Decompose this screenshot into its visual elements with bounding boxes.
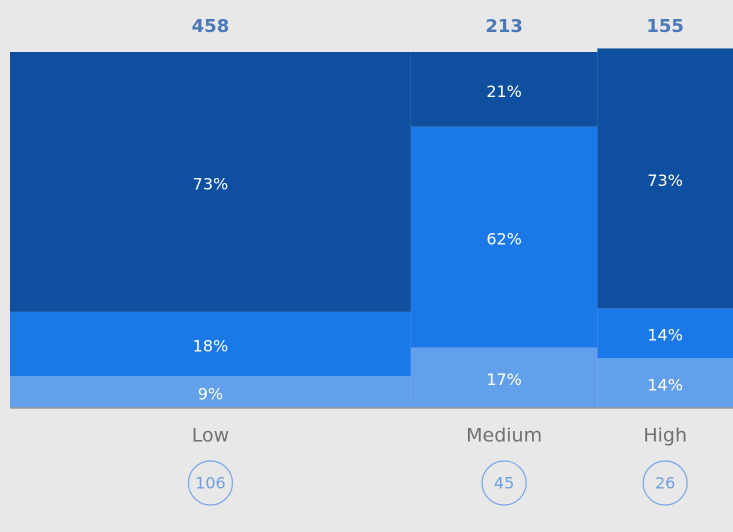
column-total: 155 xyxy=(646,16,684,37)
value-label: 17% xyxy=(486,370,522,389)
count-circle xyxy=(187,460,234,506)
value-label: 21% xyxy=(486,82,522,101)
count-label: 45 xyxy=(494,474,514,493)
column-total: 213 xyxy=(485,16,523,37)
count-circle xyxy=(642,460,688,506)
value-label: 73% xyxy=(193,174,229,193)
count-circle xyxy=(481,460,527,506)
count-label: 26 xyxy=(655,474,675,493)
segment xyxy=(597,48,733,309)
category-label: High xyxy=(643,425,687,447)
segment xyxy=(10,311,411,376)
value-label: 62% xyxy=(486,230,522,249)
value-label: 14% xyxy=(647,376,683,395)
segment xyxy=(597,358,733,408)
category-label: Low xyxy=(192,425,229,447)
segment xyxy=(410,126,598,348)
value-label: 9% xyxy=(198,384,223,403)
column-total: 458 xyxy=(192,16,230,37)
segment xyxy=(10,52,411,312)
segment xyxy=(410,347,598,408)
category-label: Medium xyxy=(466,425,542,447)
value-label: 18% xyxy=(193,336,229,355)
segment xyxy=(597,308,733,359)
count-label: 106 xyxy=(195,474,226,493)
segment xyxy=(10,375,411,408)
value-label: 14% xyxy=(647,326,683,345)
segment xyxy=(410,52,598,127)
value-label: 73% xyxy=(647,171,683,190)
